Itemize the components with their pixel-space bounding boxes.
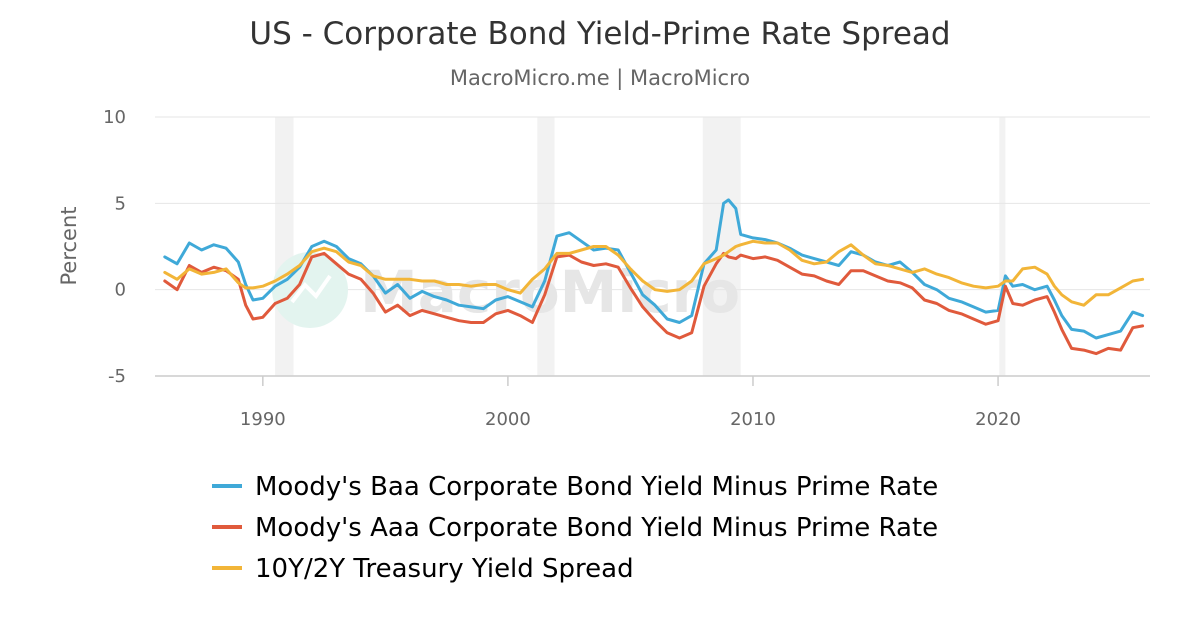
x-tick-label: 1990 (240, 409, 286, 430)
legend-item[interactable]: Moody's Aaa Corporate Bond Yield Minus P… (212, 513, 938, 543)
watermark-text: MacroMicro (360, 258, 740, 326)
series-line-1 (163, 251, 1145, 356)
y-tick-label: -5 (108, 366, 126, 387)
y-axis-label: Percent (57, 206, 81, 285)
x-tick-label: 2000 (485, 409, 531, 430)
legend-item[interactable]: 10Y/2Y Treasury Yield Spread (212, 554, 634, 584)
watermark-logo-line-icon (290, 274, 332, 304)
recession-bands (275, 117, 1006, 376)
legend-item[interactable]: Moody's Baa Corporate Bond Yield Minus P… (212, 472, 938, 502)
y-tick-label: 5 (115, 193, 126, 214)
legend: Moody's Baa Corporate Bond Yield Minus P… (212, 472, 938, 584)
chart-subtitle: MacroMicro.me | MacroMicro (450, 66, 750, 91)
x-tick-label: 2010 (730, 409, 776, 430)
chart-title: US - Corporate Bond Yield-Prime Rate Spr… (249, 16, 950, 52)
x-tick-label: 2020 (975, 409, 1021, 430)
y-tick-label: 10 (103, 107, 126, 128)
legend-label: 10Y/2Y Treasury Yield Spread (255, 554, 634, 584)
recession-band-0 (275, 117, 294, 376)
legend-label: Moody's Baa Corporate Bond Yield Minus P… (255, 472, 938, 502)
recession-band-1 (537, 117, 555, 376)
legend-label: Moody's Aaa Corporate Bond Yield Minus P… (255, 513, 938, 543)
series-lines (163, 198, 1145, 356)
series-line-0 (163, 198, 1145, 340)
axes: -5 0 5 10 1990 2000 2010 2020 (103, 107, 1150, 430)
y-tick-label: 0 (115, 280, 126, 301)
series-line-2 (163, 239, 1145, 307)
recession-band-3 (999, 117, 1006, 376)
